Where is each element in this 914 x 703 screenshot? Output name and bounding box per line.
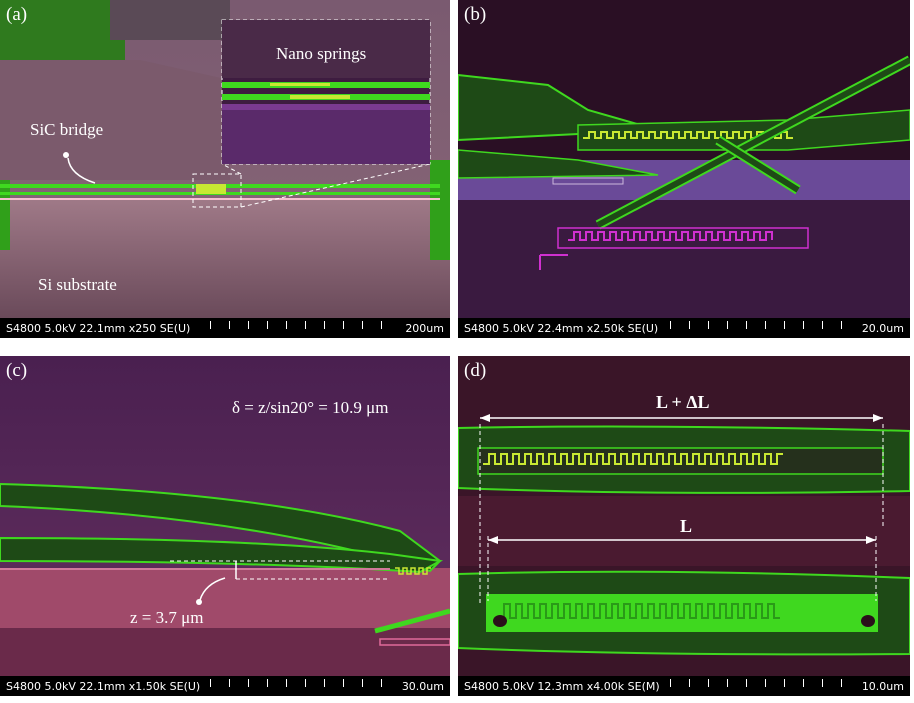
scale-ticks — [210, 679, 400, 687]
panel-b-micrograph — [458, 0, 910, 338]
scale-ticks — [210, 321, 400, 329]
panel-a-label: (a) — [6, 4, 28, 25]
panel-c: (c) δ = z/sin20° = 10.9 μm z = 3.7 μm S4… — [0, 356, 450, 696]
panel-b-label: (b) — [464, 4, 487, 25]
sem-settings: S4800 5.0kV 22.4mm x2.50k SE(U) — [464, 322, 659, 335]
sem-settings: S4800 5.0kV 22.1mm x250 SE(U) — [6, 322, 191, 335]
sic-bridge-label: SiC bridge — [30, 120, 104, 139]
scale-ticks — [670, 679, 860, 687]
panel-b: (b) S4800 5.0kV 22.4mm x2.50k SE(U) 20.0… — [458, 0, 910, 338]
panel-a: (a) Nano springs SiC bridge Si substrate… — [0, 0, 450, 338]
panel-d-info-bar: S4800 5.0kV 12.3mm x4.00k SE(M) 10.0um — [458, 676, 910, 696]
panel-c-label: (c) — [6, 360, 28, 381]
panel-b-info-bar: S4800 5.0kV 22.4mm x2.50k SE(U) 20.0um — [458, 318, 910, 338]
sem-settings: S4800 5.0kV 12.3mm x4.00k SE(M) — [464, 680, 660, 693]
nano-springs-label: Nano springs — [276, 44, 367, 63]
panel-d-micrograph — [458, 356, 910, 696]
panel-a-micrograph — [0, 0, 450, 338]
si-substrate-label: Si substrate — [38, 275, 117, 294]
scale-value: 20.0um — [861, 322, 904, 335]
panel-c-info-bar: S4800 5.0kV 22.1mm x1.50k SE(U) 30.0um — [0, 676, 450, 696]
scale-ticks — [670, 321, 860, 329]
panel-c-micrograph — [0, 356, 450, 696]
sem-settings: S4800 5.0kV 22.1mm x1.50k SE(U) — [6, 680, 201, 693]
panel-a-info-bar: S4800 5.0kV 22.1mm x250 SE(U) 200um — [0, 318, 450, 338]
scale-value: 10.0um — [861, 680, 904, 693]
delta-equation: δ = z/sin20° = 10.9 μm — [232, 398, 389, 417]
scale-value: 30.0um — [401, 680, 444, 693]
stretched-length-label: L + ΔL — [656, 392, 710, 412]
scale-value: 200um — [405, 322, 444, 335]
panel-d-label: (d) — [464, 360, 487, 381]
z-value: z = 3.7 μm — [130, 608, 204, 627]
original-length-label: L — [680, 516, 693, 536]
panel-d: (d) L + ΔL L S4800 5.0kV 12.3mm x4.00k S… — [458, 356, 910, 696]
